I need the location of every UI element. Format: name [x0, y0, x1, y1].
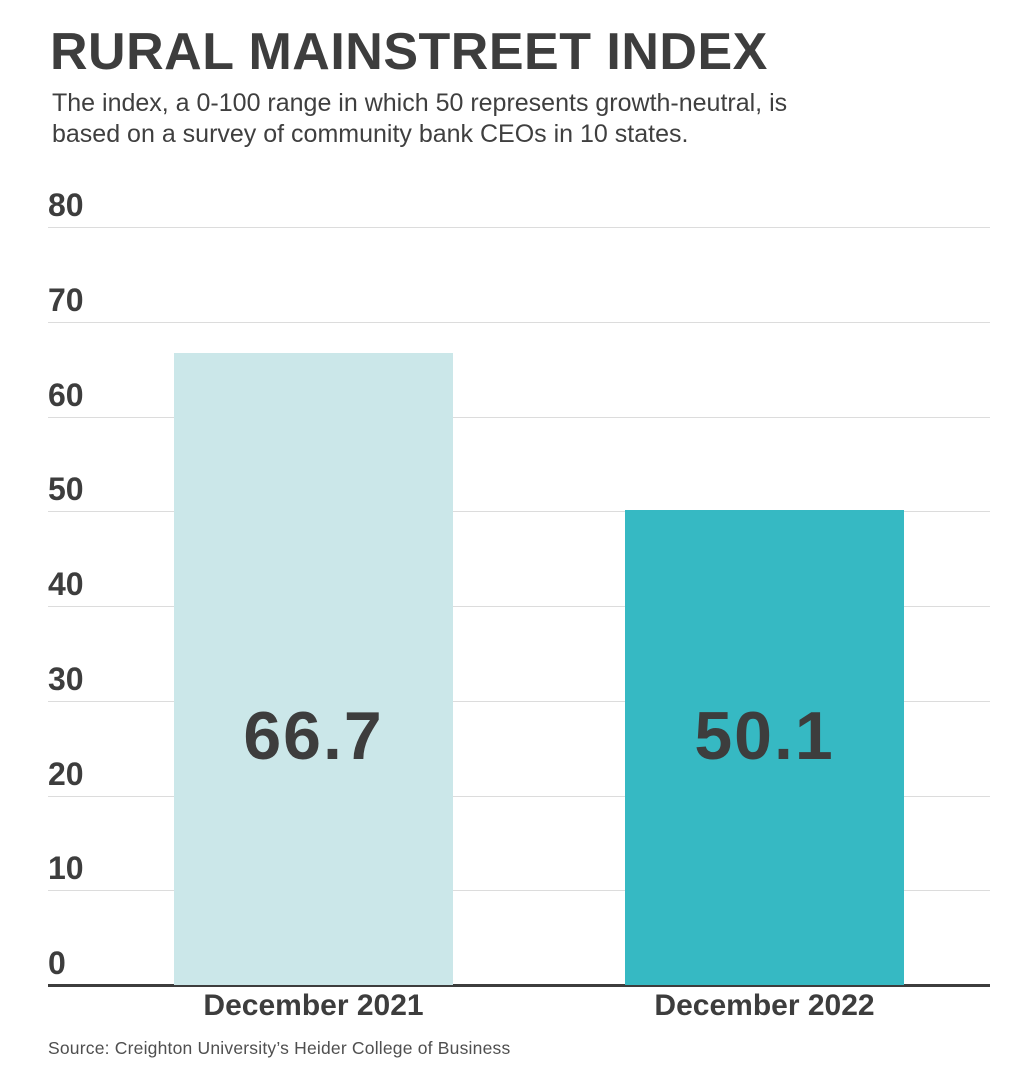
y-axis-tick-label-20: 20 — [48, 756, 84, 792]
chart-subtitle: The index, a 0-100 range in which 50 rep… — [52, 88, 787, 150]
bar-december-2021 — [174, 353, 453, 985]
y-axis-tick-label-70: 70 — [48, 282, 84, 318]
x-axis-category-label-december-2021: December 2021 — [203, 989, 424, 1022]
gridline-y-60 — [48, 417, 990, 418]
chart-subtitle-line-2: based on a survey of community bank CEOs… — [52, 120, 689, 148]
y-axis-tick-label-60: 60 — [48, 377, 84, 413]
chart-subtitle-line-1: The index, a 0-100 range in which 50 rep… — [52, 89, 788, 117]
gridline-y-70 — [48, 322, 990, 323]
chart-title: RURAL MAINSTREET INDEX — [50, 23, 768, 81]
y-axis-tick-label-80: 80 — [48, 187, 84, 223]
y-axis-tick-label-50: 50 — [48, 471, 84, 507]
y-axis-tick-label-40: 40 — [48, 566, 84, 602]
gridline-y-80 — [48, 227, 990, 228]
bar-value-label-66.7: 66.7 — [243, 698, 384, 774]
bar-december-2022 — [625, 510, 904, 985]
gridline-y-40 — [48, 606, 990, 607]
y-axis-tick-label-0: 0 — [48, 945, 66, 981]
gridline-y-50 — [48, 511, 990, 512]
gridline-y-20 — [48, 796, 990, 797]
bar-value-label-50.1: 50.1 — [694, 698, 835, 774]
x-axis-baseline — [48, 984, 990, 987]
gridline-y-10 — [48, 890, 990, 891]
x-axis-category-label-december-2022: December 2022 — [654, 989, 875, 1022]
y-axis-tick-label-10: 10 — [48, 850, 84, 886]
y-axis-tick-label-30: 30 — [48, 661, 84, 697]
gridline-y-30 — [48, 701, 990, 702]
source-note: Source: Creighton University’s Heider Co… — [48, 1038, 511, 1058]
